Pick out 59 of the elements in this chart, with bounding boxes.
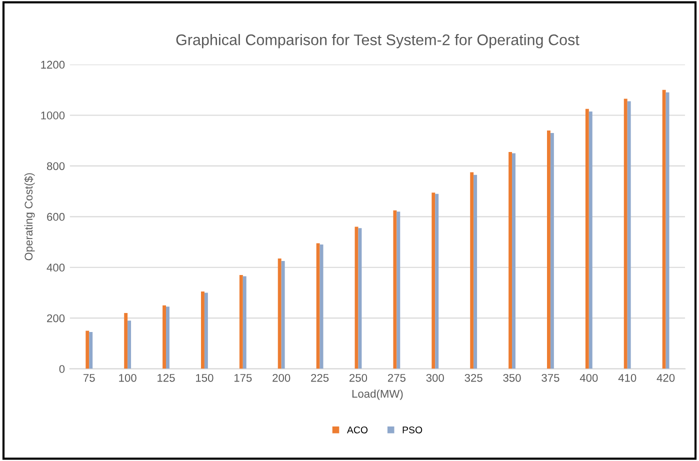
bar [508, 152, 512, 369]
y-tick-label: 400 [46, 264, 65, 272]
bar [281, 261, 285, 369]
legend-label: ACO [346, 426, 368, 434]
bar [316, 243, 320, 369]
bar [124, 313, 128, 369]
x-tick-label: 275 [388, 374, 406, 382]
bar [89, 332, 93, 369]
bar [204, 292, 208, 369]
bar [86, 330, 90, 369]
x-tick-label: 350 [503, 374, 521, 382]
x-tick-label: 175 [234, 374, 252, 382]
x-tick-label: 225 [311, 374, 329, 382]
bar [627, 101, 631, 369]
x-tick-label: 100 [119, 374, 136, 382]
bar [512, 153, 516, 369]
y-tick-label: 200 [47, 314, 65, 322]
bar [166, 306, 170, 369]
bar [162, 305, 166, 369]
y-tick-label: 600 [47, 212, 65, 221]
bar [358, 228, 362, 369]
bar [396, 212, 400, 369]
y-tick-label: 1200 [41, 60, 65, 69]
x-tick-label: 75 [84, 374, 95, 382]
x-tick-label: 375 [542, 374, 560, 382]
x-tick-label: 300 [426, 374, 444, 382]
y-tick-label: 0 [59, 365, 65, 373]
x-tick-label: 400 [580, 374, 598, 382]
bar [432, 192, 436, 369]
legend-label: PSO [402, 426, 422, 434]
bar [393, 210, 397, 369]
bar [320, 244, 324, 369]
x-axis-title: Load(MW) [352, 390, 403, 400]
bar [624, 98, 628, 369]
bar [662, 90, 666, 369]
x-tick-label: 150 [196, 374, 214, 382]
bar [585, 108, 589, 369]
bar [128, 320, 132, 369]
bar [435, 194, 439, 369]
bar [242, 276, 246, 369]
x-tick-label: 200 [272, 374, 290, 382]
bar [474, 174, 478, 369]
bar [200, 291, 204, 369]
x-tick-label: 420 [656, 374, 675, 382]
bar [239, 274, 243, 369]
bar [547, 130, 550, 369]
y-tick-label: 1000 [41, 112, 65, 120]
x-tick-label: 325 [464, 374, 482, 382]
bar [470, 172, 474, 369]
bar [666, 92, 670, 369]
bar [588, 111, 592, 369]
bar [278, 258, 282, 369]
x-tick-label: 250 [350, 374, 368, 382]
x-tick-label: 410 [618, 374, 636, 382]
chart-title: Graphical Comparison for Test System-2 for Operating Cost [176, 34, 580, 48]
x-tick-label: 125 [158, 374, 175, 382]
bar [550, 133, 554, 369]
y-axis-title: Operating Cost($) [24, 173, 35, 260]
y-tick-label: 800 [46, 162, 65, 170]
